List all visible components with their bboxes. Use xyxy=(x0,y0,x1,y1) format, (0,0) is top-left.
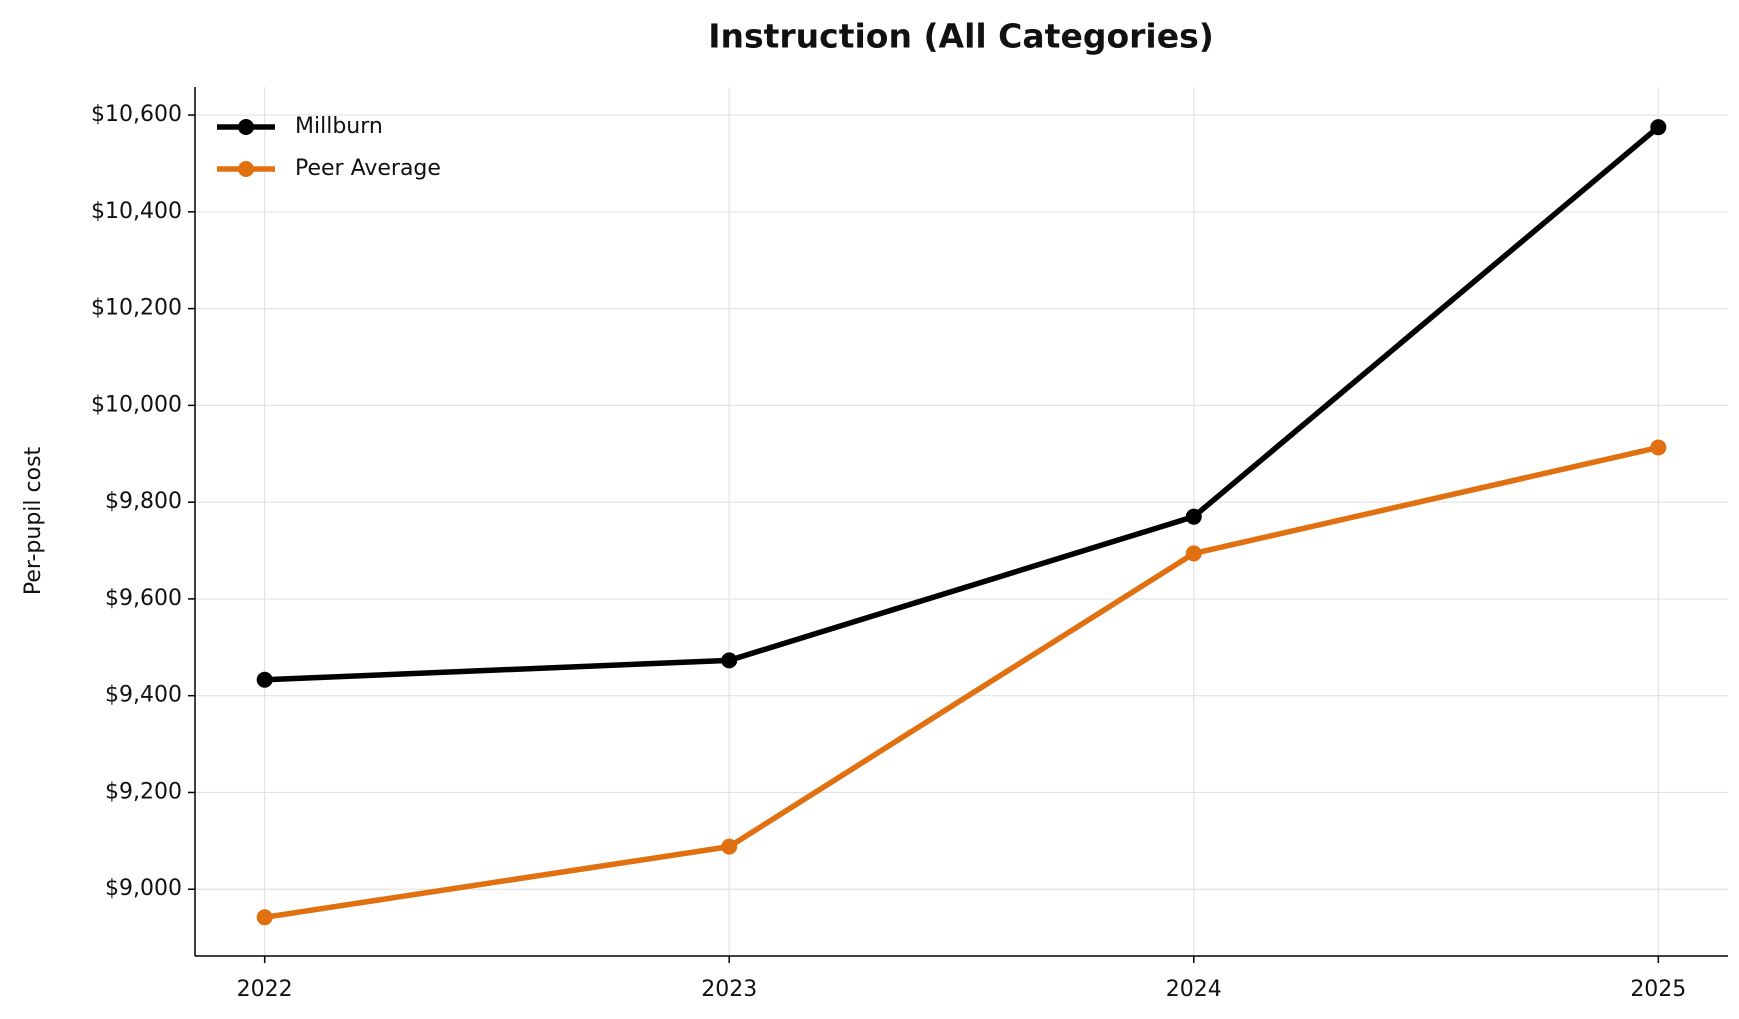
series-line xyxy=(264,444,1659,921)
y-tick-label: $9,000 xyxy=(105,876,182,901)
y-tick-label: $9,200 xyxy=(105,779,182,804)
y-tick-label: $10,400 xyxy=(91,199,182,224)
y-tick-label: $10,600 xyxy=(91,102,182,127)
chart-title: Instruction (All Categories) xyxy=(708,17,1214,56)
data-point xyxy=(1650,439,1667,456)
x-tick-label: 2022 xyxy=(237,977,293,1002)
data-point xyxy=(1185,545,1202,562)
x-tick-label: 2024 xyxy=(1166,977,1222,1002)
legend-marker xyxy=(238,119,254,135)
x-tick-label: 2025 xyxy=(1630,977,1686,1002)
series-line xyxy=(264,125,1661,683)
legend-marker xyxy=(238,161,254,177)
y-tick-label: $9,600 xyxy=(105,586,182,611)
data-point xyxy=(1185,508,1202,525)
data-point xyxy=(721,838,738,855)
data-point xyxy=(256,909,273,926)
y-tick-label: $9,400 xyxy=(105,683,182,708)
y-tick-label: $10,200 xyxy=(91,296,182,321)
data-point xyxy=(1650,119,1667,136)
legend-label: Millburn xyxy=(295,114,383,139)
legend-label: Peer Average xyxy=(295,156,441,181)
data-point xyxy=(256,671,273,688)
y-tick-label: $10,000 xyxy=(91,392,182,417)
y-tick-label: $9,800 xyxy=(105,489,182,514)
data-point xyxy=(721,652,738,669)
x-tick-label: 2023 xyxy=(701,977,757,1002)
y-axis-label: Per-pupil cost xyxy=(21,446,46,595)
